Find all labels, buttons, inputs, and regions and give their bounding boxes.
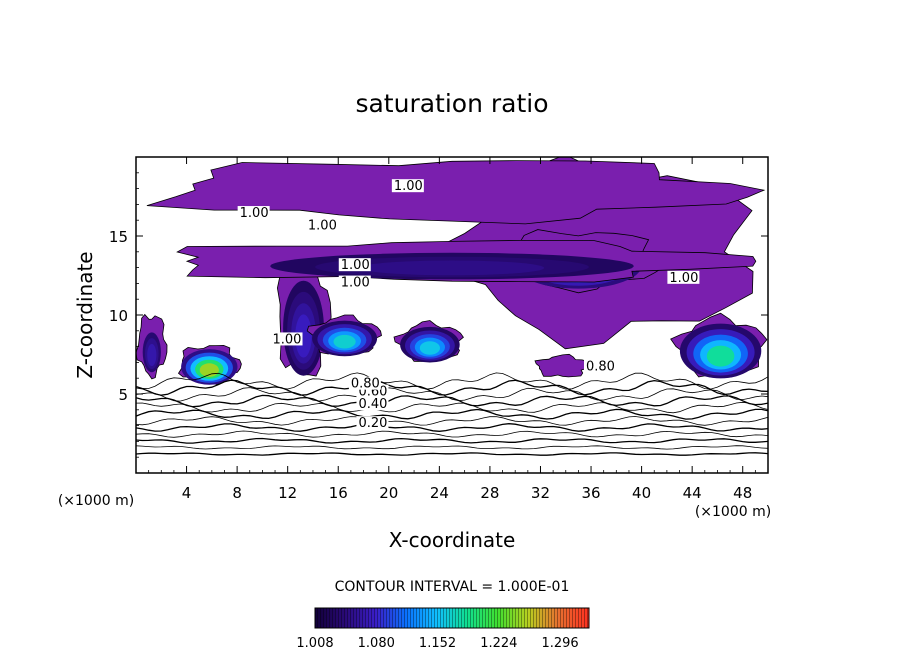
contour-line xyxy=(136,394,768,408)
region-core-level xyxy=(295,314,312,358)
y-tick-label: 10 xyxy=(109,307,128,325)
contour-label: 1.00 xyxy=(341,258,370,273)
colorbar-frame xyxy=(314,607,590,629)
region-core-level xyxy=(419,341,440,355)
plot-area: 0.200.400.600.800.801.001.001.001.001.00… xyxy=(109,156,769,502)
contour-line xyxy=(136,445,768,450)
x-tick-label: 32 xyxy=(531,484,550,502)
region-core-level xyxy=(147,343,157,367)
supersaturated-region xyxy=(177,344,242,385)
contour-label: 0.40 xyxy=(358,397,387,412)
x-tick-label: 20 xyxy=(379,484,398,502)
x-tick-label: 40 xyxy=(632,484,651,502)
colorbar-tick-label: 1.296 xyxy=(541,636,578,651)
x-axis-unit: (×1000 m) xyxy=(695,504,771,520)
colorbar-stripes xyxy=(315,608,589,628)
contour-label-bg xyxy=(338,275,371,289)
y-tick-label: 5 xyxy=(118,386,128,404)
contour-label: 0.20 xyxy=(358,416,387,431)
colorbar-tick-label: 1.080 xyxy=(358,636,395,651)
contour-label-bg xyxy=(305,218,338,232)
x-tick-label: 28 xyxy=(480,484,499,502)
contour-label: 1.00 xyxy=(240,206,269,221)
contour-label-layer: 0.200.400.600.800.801.001.001.001.001.00… xyxy=(237,179,700,431)
contour-label-bg xyxy=(270,332,303,346)
x-tick-label: 44 xyxy=(683,484,702,502)
contour-line xyxy=(136,401,768,414)
contour-line xyxy=(136,437,768,444)
supersaturated-region xyxy=(670,312,768,379)
contour-line xyxy=(136,408,768,420)
contour-label-bg xyxy=(237,206,270,220)
contour-line xyxy=(136,423,768,432)
colorbar-tick-label: 1.008 xyxy=(296,636,333,651)
supersaturated-region xyxy=(393,320,464,363)
contour-label-bg xyxy=(338,258,371,272)
contour-label-bg xyxy=(356,397,389,411)
contour-line xyxy=(136,452,768,456)
contour-label-bg xyxy=(356,416,389,430)
contour-line xyxy=(136,379,768,396)
contour-label-bg xyxy=(583,359,616,373)
x-tick-label: 8 xyxy=(232,484,242,502)
contour-label: 0.80 xyxy=(351,377,380,392)
x-tick-label: 16 xyxy=(329,484,348,502)
contour-label: 1.00 xyxy=(273,332,302,347)
contour-label-bg xyxy=(348,376,381,390)
x-tick-label: 36 xyxy=(581,484,600,502)
contour-label: 1.00 xyxy=(341,276,370,291)
colorbar-tick-label: 1.224 xyxy=(480,636,517,651)
x-tick-label: 4 xyxy=(182,484,192,502)
contour-label-bg xyxy=(391,179,424,193)
contour-label: 1.00 xyxy=(394,179,423,194)
y-axis-unit: (×1000 m) xyxy=(58,493,134,509)
x-axis-label: X-coordinate xyxy=(389,528,516,552)
contour-label: 1.00 xyxy=(308,219,337,234)
region-core-level xyxy=(706,345,735,367)
contour-line xyxy=(136,372,768,390)
y-ticks: 5 10 15 xyxy=(109,172,768,458)
supersaturated-region xyxy=(176,239,757,283)
region-core-level xyxy=(359,260,545,276)
x-ticks: 4 8 12 16 20 24 28 32 36 40 44 48 xyxy=(148,157,756,502)
contour-label: 0.80 xyxy=(586,359,615,374)
colorbar-tick-label: 1.152 xyxy=(419,636,456,651)
supersaturated-region xyxy=(146,160,766,225)
contour-interval-text: CONTOUR INTERVAL = 1.000E-01 xyxy=(335,579,570,595)
contour-line xyxy=(136,416,768,426)
colorbar: 1.008 1.080 1.152 1.224 1.296 xyxy=(296,607,590,651)
supersaturated-region xyxy=(534,353,592,378)
x-tick-label: 48 xyxy=(733,484,752,502)
supersaturated-region xyxy=(136,313,168,380)
region-core-level xyxy=(333,334,356,349)
y-tick-label: 15 xyxy=(109,228,128,246)
x-tick-label: 12 xyxy=(278,484,297,502)
colorbar-ticks: 1.008 1.080 1.152 1.224 1.296 xyxy=(296,636,578,651)
contour-line xyxy=(136,387,768,402)
y-axis-label: Z-coordinate xyxy=(73,251,97,378)
x-tick-label: 24 xyxy=(430,484,449,502)
contour-line xyxy=(136,430,768,438)
contour-layer xyxy=(136,372,768,456)
chart-title: saturation ratio xyxy=(355,89,548,118)
contour-label-bg xyxy=(667,270,700,284)
region-envelope xyxy=(534,353,592,378)
region-envelope xyxy=(146,160,766,225)
contour-label: 1.00 xyxy=(669,271,698,286)
supersaturated-region xyxy=(306,314,382,357)
